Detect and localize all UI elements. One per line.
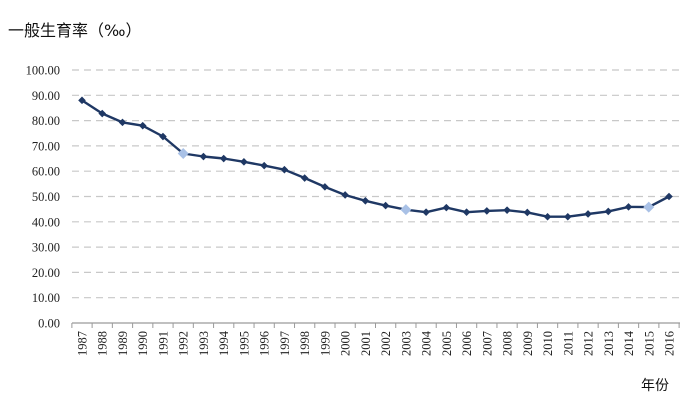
x-tick-label: 1998 — [298, 331, 312, 356]
x-tick-label: 2000 — [339, 331, 353, 356]
data-point — [442, 203, 451, 212]
x-tick-label: 1993 — [197, 331, 211, 356]
data-point — [240, 158, 248, 166]
x-tick-label: 2006 — [460, 331, 474, 356]
gridlines — [72, 69, 680, 299]
data-point — [138, 121, 147, 130]
data-point — [665, 192, 673, 201]
data-point — [199, 152, 208, 161]
x-tick-label: 2016 — [663, 331, 677, 356]
x-tick-label: 1995 — [237, 331, 251, 356]
data-points — [78, 96, 673, 221]
data-point — [260, 161, 268, 170]
x-tick-label: 1994 — [217, 330, 231, 356]
data-point — [341, 191, 349, 199]
data-point — [280, 165, 289, 174]
y-tick-label: 60.00 — [32, 165, 60, 179]
x-axis-label: 年份 — [641, 378, 669, 394]
x-tick-label: 1989 — [116, 331, 130, 356]
x-tick-label: 2013 — [602, 331, 616, 356]
x-tick-labels: 1987 1988 1989 1990 1991 1992 1993 1994 1995 1996… — [76, 330, 677, 356]
x-tick-label: 2001 — [359, 331, 373, 356]
x-tick-label: 1991 — [156, 331, 170, 356]
data-point — [78, 96, 86, 105]
x-tick-label: 1996 — [258, 331, 272, 356]
data-point — [624, 203, 633, 211]
x-tick-label: 2008 — [501, 331, 515, 356]
data-point — [219, 154, 228, 163]
data-point — [177, 147, 189, 159]
x-tick-label: 1987 — [76, 331, 90, 356]
x-tick-label: 2007 — [480, 331, 494, 356]
y-tick-label: 0.00 — [38, 317, 60, 331]
x-tick-label: 2014 — [622, 330, 636, 356]
x-tick-label: 1992 — [177, 331, 191, 356]
data-point — [584, 210, 592, 218]
data-point — [462, 208, 471, 216]
y-tick-label: 20.00 — [32, 266, 60, 280]
y-tick-label: 80.00 — [32, 114, 60, 128]
data-point — [361, 197, 370, 205]
data-point — [321, 183, 329, 191]
x-tick-label: 2011 — [561, 331, 575, 356]
data-point — [483, 207, 491, 215]
data-point — [563, 212, 572, 221]
data-point — [118, 118, 127, 127]
data-point — [300, 174, 309, 182]
x-tick-label: 2005 — [440, 331, 454, 356]
series-line — [81, 99, 670, 218]
x-tick-label: 1988 — [96, 331, 110, 356]
data-point — [98, 109, 107, 118]
data-point — [159, 132, 167, 141]
y-tick-label: 90.00 — [32, 89, 60, 103]
data-point — [543, 212, 552, 221]
data-point — [503, 206, 511, 214]
y-tick-label: 30.00 — [32, 241, 60, 255]
data-point — [643, 201, 655, 213]
y-tick-label: 100.00 — [26, 64, 60, 78]
x-tick-label: 2004 — [420, 330, 434, 356]
x-tick-label: 2009 — [521, 331, 535, 356]
x-tick-label: 2003 — [399, 331, 413, 356]
data-point — [400, 204, 412, 216]
x-tick-label: 1990 — [136, 331, 150, 356]
y-tick-label: 40.00 — [32, 215, 60, 229]
y-axis-label: 一般生育率（‰） — [8, 21, 141, 40]
x-tick-label: 2015 — [642, 331, 656, 356]
y-tick-label: 70.00 — [32, 139, 60, 153]
x-tick-label: 2002 — [379, 331, 393, 356]
x-tick-label: 2012 — [582, 331, 596, 356]
x-tick-label: 2010 — [541, 331, 555, 356]
y-tick-labels: 0.00 10.00 20.00 30.00 40.00 50.00 60.00 70.00 8… — [26, 64, 60, 331]
x-axis — [71, 322, 680, 328]
x-tick-label: 1999 — [318, 331, 332, 356]
data-point — [381, 201, 390, 210]
data-point — [523, 208, 532, 217]
data-point — [604, 207, 613, 216]
data-point — [422, 208, 430, 216]
y-tick-label: 10.00 — [32, 291, 60, 305]
x-tick-label: 1997 — [278, 331, 292, 356]
y-tick-label: 50.00 — [32, 190, 60, 204]
